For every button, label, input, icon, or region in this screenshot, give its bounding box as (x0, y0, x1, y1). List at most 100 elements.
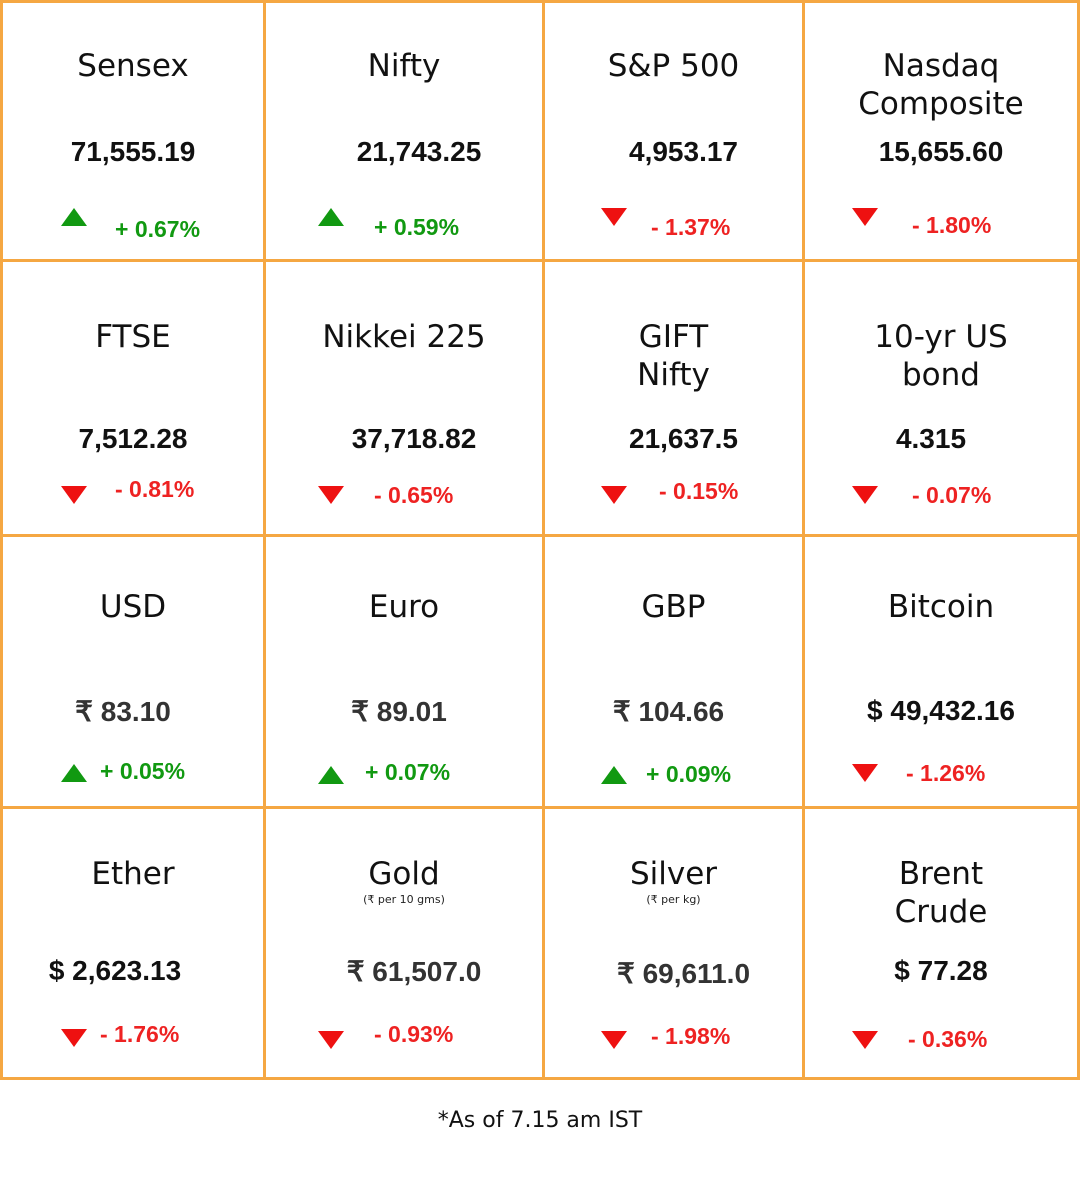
up-arrow-icon (61, 208, 87, 226)
change-percent: - 1.98% (651, 1023, 731, 1049)
cell-brent-crude: Brent Crude $ 77.28 - 0.36% (805, 809, 1080, 1080)
cell-change: + 0.59% (266, 206, 542, 240)
down-arrow-icon (601, 1031, 627, 1049)
change-percent: - 1.80% (912, 212, 992, 238)
change-percent: + 0.09% (646, 761, 732, 787)
cell-change: - 0.93% (266, 1017, 542, 1049)
cell-nasdaq: Nasdaq Composite 15,655.60 - 1.80% (805, 0, 1080, 262)
cell-change: - 1.26% (805, 754, 1077, 786)
down-arrow-icon (601, 208, 627, 226)
cell-value: ₹ 83.10 (75, 696, 171, 727)
down-arrow-icon (601, 486, 627, 504)
cell-value: ₹ 61,507.0 (346, 956, 482, 987)
change-percent: - 0.07% (912, 482, 992, 508)
cell-name: Nikkei 225 (322, 319, 486, 355)
cell-name: Bitcoin (887, 589, 995, 625)
cell-value: 37,718.82 (351, 423, 477, 454)
cell-change: - 1.98% (545, 1017, 802, 1049)
cell-change: - 0.81% (3, 474, 263, 504)
down-arrow-icon (852, 486, 878, 504)
down-arrow-icon (852, 764, 878, 782)
cell-name: Gold (368, 856, 440, 892)
cell-name: S&P 500 (607, 48, 740, 84)
cell-name: 10-yr US bond (874, 319, 1008, 393)
change-percent: + 0.07% (365, 759, 451, 785)
cell-gift-nifty: GIFT Nifty 21,637.5 - 0.15% (545, 262, 805, 537)
cell-unit: (₹ per kg) (646, 893, 701, 906)
cell-name: USD (99, 589, 167, 625)
down-arrow-icon (852, 1031, 878, 1049)
cell-euro: Euro ₹ 89.01 + 0.07% (266, 537, 545, 809)
down-arrow-icon (61, 486, 87, 504)
change-percent: + 0.67% (115, 216, 201, 242)
cell-change: - 0.65% (266, 474, 542, 508)
change-percent: - 0.15% (659, 478, 739, 504)
cell-change: + 0.09% (545, 754, 802, 787)
cell-nifty: Nifty 21,743.25 + 0.59% (266, 0, 545, 262)
cell-name: Silver (629, 856, 718, 892)
cell-nikkei: Nikkei 225 37,718.82 - 0.65% (266, 262, 545, 537)
cell-unit: (₹ per 10 gms) (363, 893, 445, 906)
cell-change: - 1.76% (3, 1017, 263, 1047)
down-arrow-icon (318, 1031, 344, 1049)
cell-name: Nasdaq Composite (858, 48, 1024, 122)
change-percent: + 0.05% (100, 758, 186, 784)
change-percent: - 1.37% (651, 214, 731, 240)
change-percent: - 0.36% (908, 1026, 988, 1052)
change-percent: - 0.81% (115, 476, 195, 502)
cell-silver: Silver (₹ per kg) ₹ 69,611.0 - 1.98% (545, 809, 805, 1080)
up-arrow-icon (61, 764, 87, 782)
down-arrow-icon (318, 486, 344, 504)
cell-value: ₹ 89.01 (351, 696, 447, 727)
up-arrow-icon (601, 766, 627, 784)
cell-name: Nifty (367, 48, 441, 84)
cell-name: Sensex (77, 48, 189, 84)
change-percent: - 1.26% (906, 760, 986, 786)
market-grid: Sensex 71,555.19 + 0.67% Nifty 21,743.25… (0, 0, 1080, 1080)
cell-name: GBP (641, 589, 706, 625)
cell-value: $ 49,432.16 (867, 695, 1015, 726)
cell-change: + 0.07% (266, 754, 542, 785)
cell-value: 4,953.17 (629, 136, 738, 167)
cell-change: + 0.05% (3, 754, 263, 784)
cell-sp500: S&P 500 4,953.17 - 1.37% (545, 0, 805, 262)
down-arrow-icon (852, 208, 878, 226)
cell-ether: Ether $ 2,623.13 - 1.76% (0, 809, 266, 1080)
cell-gold: Gold (₹ per 10 gms) ₹ 61,507.0 - 0.93% (266, 809, 545, 1080)
cell-change: - 0.07% (805, 474, 1077, 508)
change-percent: - 0.93% (374, 1021, 454, 1047)
cell-value: $ 2,623.13 (48, 955, 182, 986)
cell-change: - 0.36% (805, 1017, 1077, 1052)
cell-change: - 0.15% (545, 474, 802, 504)
cell-us-bond: 10-yr US bond 4.315 - 0.07% (805, 262, 1080, 537)
cell-value: 21,637.5 (629, 423, 738, 454)
cell-change: - 1.37% (545, 206, 802, 240)
up-arrow-icon (318, 208, 344, 226)
cell-name: Ether (91, 856, 175, 892)
up-arrow-icon (318, 766, 344, 784)
cell-value: 21,743.25 (356, 136, 482, 167)
cell-value: 15,655.60 (878, 136, 1004, 167)
cell-name: Brent Crude (894, 856, 988, 930)
footnote: *As of 7.15 am IST (437, 1108, 643, 1133)
cell-sensex: Sensex 71,555.19 + 0.67% (0, 0, 266, 262)
cell-change: + 0.67% (3, 206, 263, 242)
cell-name: Euro (368, 589, 440, 625)
change-percent: - 0.65% (374, 482, 454, 508)
cell-gbp: GBP ₹ 104.66 + 0.09% (545, 537, 805, 809)
cell-name: GIFT Nifty (637, 319, 710, 393)
cell-value: ₹ 104.66 (612, 696, 725, 727)
cell-value: 71,555.19 (70, 136, 196, 167)
down-arrow-icon (61, 1029, 87, 1047)
cell-name: FTSE (95, 319, 171, 355)
cell-bitcoin: Bitcoin $ 49,432.16 - 1.26% (805, 537, 1080, 809)
cell-ftse: FTSE 7,512.28 - 0.81% (0, 262, 266, 537)
cell-value: $ 77.28 (894, 955, 988, 986)
cell-value: 7,512.28 (78, 423, 188, 454)
change-percent: + 0.59% (374, 214, 460, 240)
cell-usd: USD ₹ 83.10 + 0.05% (0, 537, 266, 809)
change-percent: - 1.76% (100, 1021, 180, 1047)
cell-value: ₹ 69,611.0 (616, 958, 751, 989)
cell-value: 4.315 (895, 423, 967, 454)
cell-change: - 1.80% (805, 206, 1077, 238)
